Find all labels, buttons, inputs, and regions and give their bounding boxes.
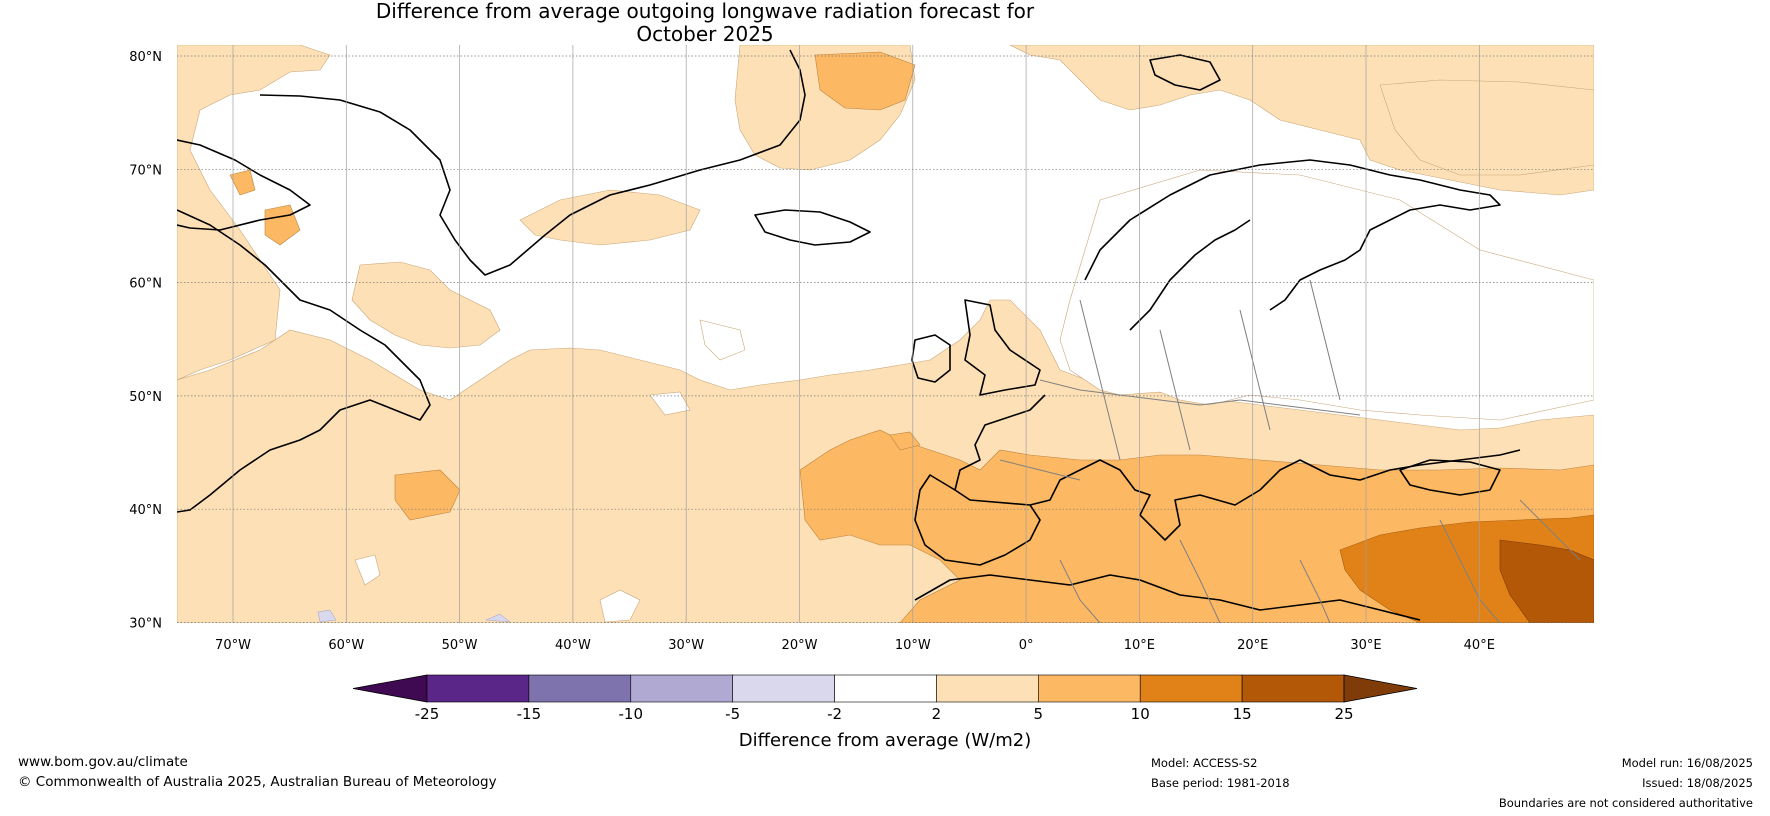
latitude-label: 70°N xyxy=(129,163,162,178)
latitude-label: 60°N xyxy=(129,277,162,292)
colorbar-tick-label: 2 xyxy=(932,705,942,723)
near-zero-region xyxy=(354,169,1594,623)
longitude-label: 60°W xyxy=(328,638,364,653)
longitude-label: 10°W xyxy=(895,638,931,653)
map-title: Difference from average outgoing longwav… xyxy=(0,0,1410,46)
colorbar-tick-label: -25 xyxy=(415,705,440,723)
country-borders xyxy=(999,279,1581,623)
base-period-text: Base period: 1981-2018 xyxy=(1151,776,1290,790)
map-area xyxy=(177,45,1594,623)
colorbar-tick-label: 5 xyxy=(1034,705,1044,723)
latitude-label: 40°N xyxy=(129,503,162,518)
copyright-text: © Commonwealth of Australia 2025, Austra… xyxy=(18,774,497,790)
map-title-line2: October 2025 xyxy=(636,22,774,46)
longitude-labels: 70°W 60°W 50°W 40°W 30°W 20°W 10°W 0° 10°E 20°E 30… xyxy=(215,638,1495,653)
labrador-coastline xyxy=(177,209,431,513)
longitude-label: 40°W xyxy=(555,638,591,653)
website-text: www.bom.gov.au/climate xyxy=(18,754,188,770)
longitude-label: 70°W xyxy=(215,638,251,653)
colorbar-bin xyxy=(1241,674,1345,703)
anomaly-minus-2-to-minus-5-field xyxy=(317,609,511,623)
colorbar-bin xyxy=(630,674,733,703)
longitude-label: 30°W xyxy=(668,638,704,653)
colorbar-tick-label: -2 xyxy=(827,705,842,723)
colorbar-extend-high xyxy=(1343,674,1418,703)
colorbar-tick-label: 25 xyxy=(1334,705,1353,723)
colorbar-bin xyxy=(1038,674,1141,703)
iceland-coastline xyxy=(754,209,871,246)
colorbar-bin xyxy=(528,674,632,703)
europe-west-coastline xyxy=(954,394,1521,541)
latitude-label: 50°N xyxy=(129,390,162,405)
longitude-label: 40°E xyxy=(1464,638,1495,653)
colorbar-bin xyxy=(936,674,1039,703)
north-africa-coastline xyxy=(914,574,1421,621)
map-title-line1: Difference from average outgoing longwav… xyxy=(375,0,1035,23)
britain-coastline xyxy=(964,299,1041,396)
colorbar-tick-label: -5 xyxy=(725,705,740,723)
colorbar-bin xyxy=(732,674,835,703)
colorbar-tick-label: 10 xyxy=(1131,705,1150,723)
coastlines xyxy=(177,49,1521,621)
colorbar-bin xyxy=(426,674,530,703)
disclaimer-text: Boundaries are not considered authoritat… xyxy=(1498,796,1753,810)
longitude-label: 30°E xyxy=(1350,638,1381,653)
sweden-coastline xyxy=(1129,219,1251,331)
colorbar-extend-low xyxy=(352,674,428,703)
colorbar-tick-label: -15 xyxy=(517,705,542,723)
model-run-text: Model run: 16/08/2025 xyxy=(1621,756,1753,770)
latitude-label: 80°N xyxy=(129,50,162,65)
anomaly-15-to-25-field xyxy=(1499,539,1594,623)
graticule xyxy=(177,45,1594,623)
longitude-label: 0° xyxy=(1019,638,1034,653)
scandinavia-coastline xyxy=(1084,159,1501,311)
colorbar-bin xyxy=(1139,674,1243,703)
latitude-label: 30°N xyxy=(129,617,162,632)
iberia-coastline xyxy=(914,474,1041,566)
latitude-labels: 80°N 70°N 60°N 50°N 40°N 30°N xyxy=(129,50,162,632)
colorbar-tick-label: 15 xyxy=(1233,705,1252,723)
longitude-label: 20°W xyxy=(782,638,818,653)
longitude-label: 20°E xyxy=(1237,638,1268,653)
colorbar-bin xyxy=(834,674,937,703)
colorbar-tick-label: -10 xyxy=(619,705,644,723)
baffin-coastline xyxy=(177,139,311,231)
longitude-label: 50°W xyxy=(442,638,478,653)
longitude-label: 10°E xyxy=(1124,638,1155,653)
issued-text: Issued: 18/08/2025 xyxy=(1642,776,1753,790)
model-text: Model: ACCESS-S2 xyxy=(1151,756,1258,770)
colorbar-title: Difference from average (W/m2) xyxy=(739,730,1031,751)
black-sea-coastline xyxy=(1399,459,1501,496)
greenland-coastline xyxy=(259,49,806,276)
